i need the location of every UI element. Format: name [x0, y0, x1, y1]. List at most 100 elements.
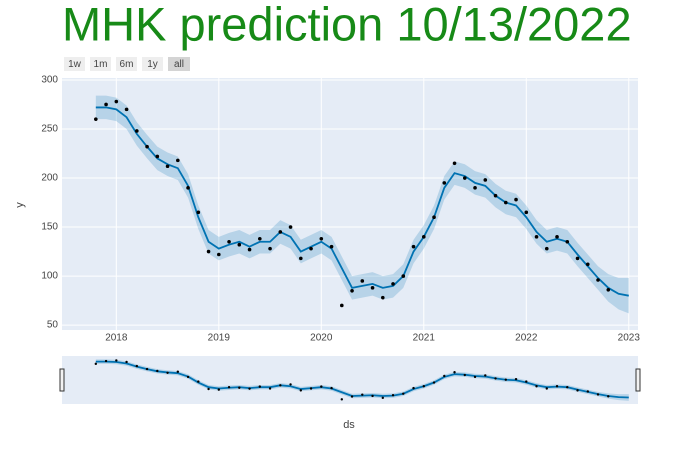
x-tick-label: 2022	[515, 333, 538, 344]
data-point	[534, 235, 539, 239]
y-tick-label: 50	[47, 320, 59, 331]
data-point	[565, 239, 570, 244]
slider-data-point	[115, 359, 118, 362]
y-tick-label: 200	[41, 173, 58, 184]
slider-data-point	[156, 369, 159, 373]
data-point	[555, 235, 559, 239]
data-point	[196, 210, 201, 215]
data-point	[176, 158, 180, 163]
slider-data-point	[566, 385, 569, 389]
data-point	[227, 239, 231, 244]
data-point	[165, 164, 170, 169]
range-button[interactable]: 1y	[142, 57, 163, 71]
data-point	[524, 210, 529, 215]
x-tick-label: 2023	[618, 333, 641, 344]
slider-uncertainty-band	[95, 359, 629, 401]
slider-data-point	[330, 386, 333, 390]
slider-data-point	[258, 385, 262, 388]
x-tick-label: 2019	[208, 333, 231, 344]
data-point	[514, 197, 518, 202]
button-label: all	[174, 59, 184, 70]
slider-data-point	[514, 377, 518, 381]
data-point	[606, 287, 611, 292]
data-point	[237, 242, 242, 247]
button-label: 1m	[94, 59, 108, 70]
slider-data-point	[586, 390, 589, 393]
slider-data-point	[104, 359, 108, 363]
slider-data-point	[207, 387, 210, 391]
data-point	[278, 230, 283, 234]
range-button[interactable]: 1w	[64, 57, 85, 71]
range-selector: 1w 1m 6m 1y all	[64, 57, 190, 71]
button-bg	[142, 57, 163, 71]
data-point	[411, 244, 416, 249]
slider-data-point	[350, 395, 354, 398]
data-point	[217, 252, 221, 257]
slider-data-point	[391, 394, 395, 397]
y-tick-label: 300	[41, 75, 58, 86]
range-button[interactable]: all	[168, 57, 190, 71]
slider-data-point	[402, 392, 405, 395]
slider-data-point	[361, 393, 364, 396]
slider-data-point	[309, 387, 313, 390]
slider-data-point	[443, 374, 446, 378]
slider-data-point	[576, 389, 579, 392]
slider-data-point	[463, 373, 466, 377]
slider-data-point	[135, 364, 139, 368]
slider-data-point	[555, 385, 559, 388]
data-point	[350, 288, 354, 293]
data-point	[391, 282, 395, 286]
slider-handle[interactable]	[59, 368, 65, 392]
y-tick-label: 100	[41, 271, 58, 282]
slider-data-point	[268, 387, 272, 390]
data-point	[135, 129, 139, 133]
slider-data-point	[494, 377, 497, 380]
slider-data-point	[453, 371, 456, 374]
data-point	[268, 246, 272, 251]
data-point	[380, 295, 385, 300]
data-point	[299, 256, 303, 261]
range-button[interactable]: 1m	[90, 57, 111, 71]
y-tick-label: 150	[41, 222, 58, 233]
data-point	[596, 278, 600, 282]
forecast-line	[95, 106, 629, 297]
data-point	[585, 262, 590, 267]
y-tick-label: 250	[41, 124, 58, 135]
data-point	[155, 154, 160, 159]
data-point	[288, 225, 293, 229]
data-point	[370, 286, 375, 290]
slider-data-point	[473, 375, 477, 379]
slider-handle[interactable]	[635, 368, 641, 392]
data-point	[258, 237, 262, 241]
slider-data-point	[176, 370, 180, 373]
slider-data-point	[607, 395, 610, 398]
slider-data-point	[504, 378, 507, 381]
data-point	[493, 193, 498, 198]
slider-data-point	[248, 387, 251, 390]
button-bg	[116, 57, 137, 71]
data-point	[483, 178, 488, 182]
button-bg	[64, 57, 85, 71]
data-point	[247, 247, 252, 252]
slider-data-point	[525, 380, 528, 383]
slider-data-point	[422, 385, 425, 388]
y-axis-label: y	[14, 202, 26, 208]
slider-data-point	[340, 398, 344, 401]
slider-data-point	[320, 385, 323, 388]
slider-data-point	[94, 362, 98, 366]
range-button[interactable]: 6m	[116, 57, 137, 71]
slider-data-point	[289, 383, 292, 386]
slider-data-point	[545, 387, 548, 390]
x-tick-label: 2021	[413, 333, 436, 344]
x-axis-label: ds	[343, 419, 355, 431]
slider-data-point	[371, 394, 374, 398]
uncertainty-band	[95, 95, 629, 314]
data-point	[452, 161, 457, 166]
button-label: 1w	[68, 59, 82, 70]
data-point	[360, 279, 365, 283]
data-point	[114, 99, 119, 104]
slider-data-point	[197, 380, 200, 383]
button-bg	[168, 57, 190, 71]
data-point	[462, 176, 467, 180]
